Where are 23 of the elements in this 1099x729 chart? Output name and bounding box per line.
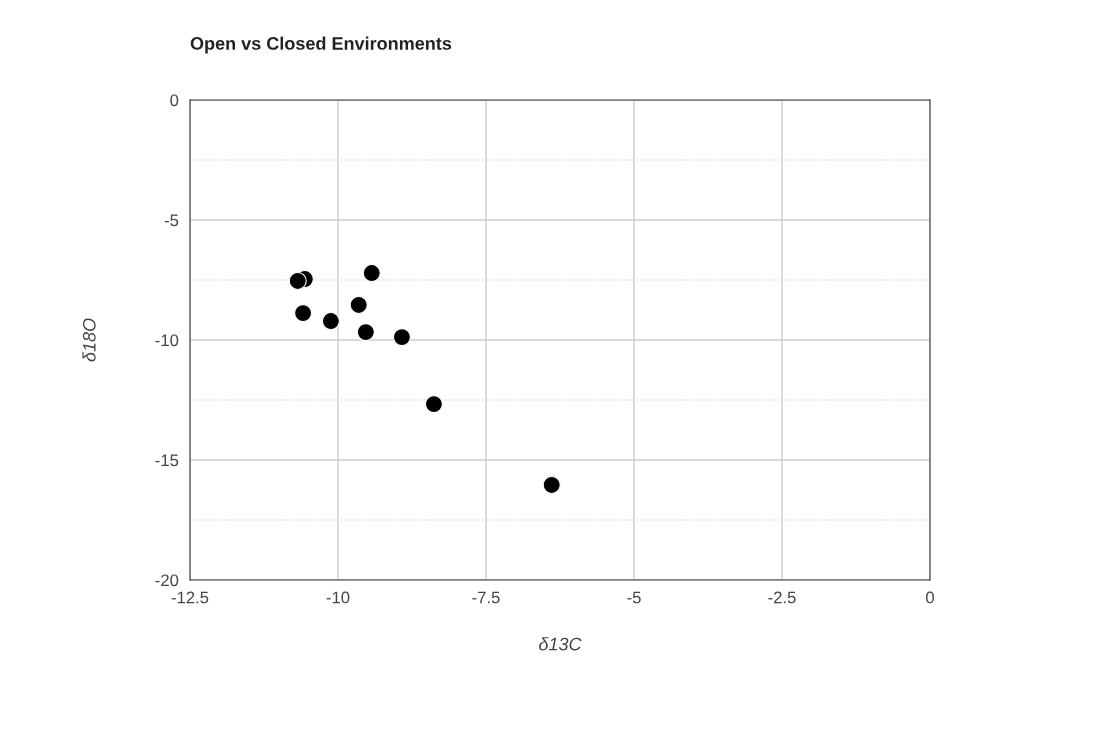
x-tick-label: -5 [627,591,641,604]
point [294,304,313,323]
x-axis-title: δ13C [539,637,582,651]
chart-title: Open vs Closed Environments [190,36,452,54]
x-tick-label: -7.5 [472,591,500,604]
y-tick-label: -20 [155,574,179,587]
y-tick-label: -15 [155,454,179,467]
point [349,295,368,315]
point [362,263,381,283]
x-tick-label: -12.5 [171,591,209,604]
point [288,271,307,291]
y-tick-label: -10 [155,334,179,347]
y-tick-label: 0 [170,94,179,107]
x-tick-label: 0 [926,591,934,604]
y-axis-title: δ18O [82,318,96,362]
y-tick-label: -5 [164,214,179,227]
point [321,311,340,331]
point [356,323,375,342]
x-tick-label: -2.5 [768,591,796,604]
point [542,475,561,495]
point [424,395,443,414]
x-tick-label: -10 [326,591,350,604]
point [392,328,411,347]
